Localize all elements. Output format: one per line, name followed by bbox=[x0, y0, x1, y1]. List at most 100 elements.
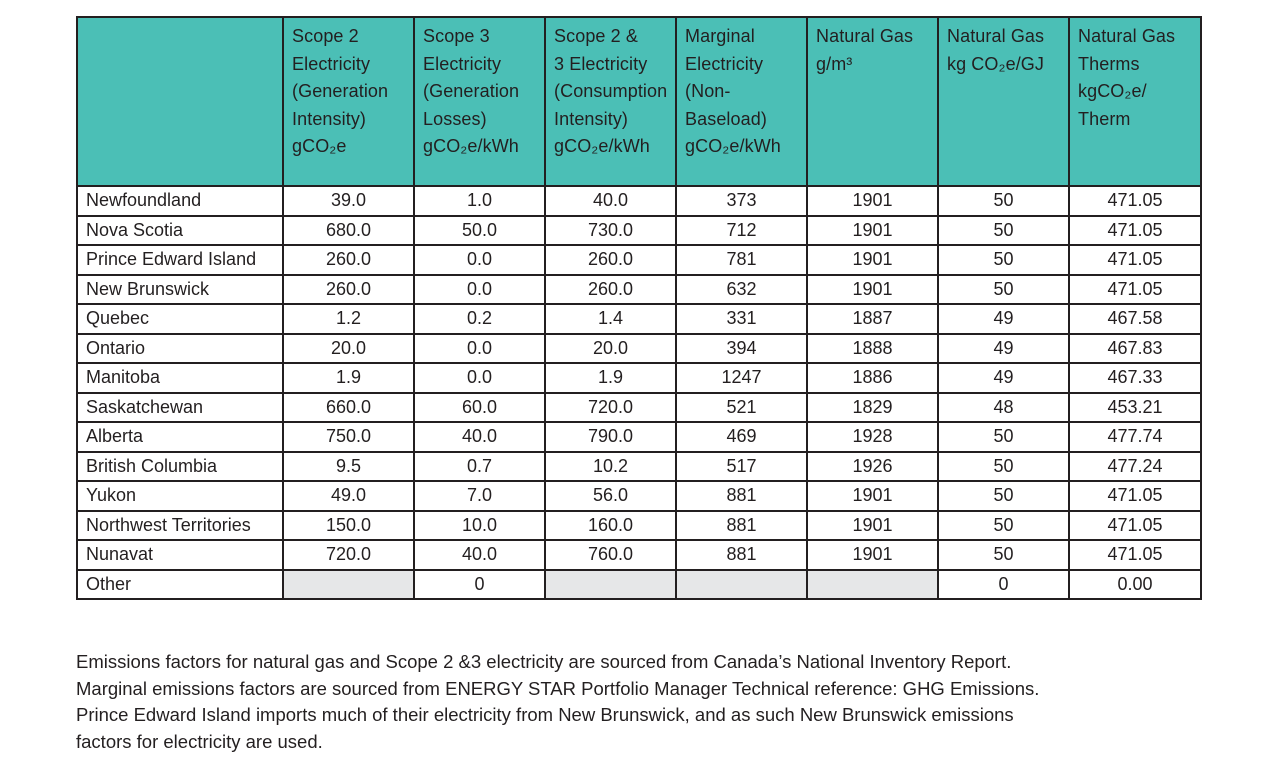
header-scope2-electricity: Scope 2 Electricity (Generation Intensit… bbox=[282, 16, 415, 187]
value-cell-scope3: 60.0 bbox=[413, 391, 546, 423]
value-cell-gas-therms: 471.05 bbox=[1068, 273, 1202, 305]
header-marginal-electricity: Marginal Electricity (Non- Baseload) gCO… bbox=[675, 16, 808, 187]
value-cell-gas-gm3: 1829 bbox=[806, 391, 939, 423]
value-cell-gas-therms: 453.21 bbox=[1068, 391, 1202, 423]
value-cell-gas-therms: 471.05 bbox=[1068, 214, 1202, 246]
value-cell-gas-gm3: 1901 bbox=[806, 244, 939, 276]
value-cell-scope3: 0.0 bbox=[413, 273, 546, 305]
value-cell-marginal: 394 bbox=[675, 332, 808, 364]
value-cell-gas-kg-gj: 50 bbox=[937, 450, 1070, 482]
value-cell-scope2: 720.0 bbox=[282, 539, 415, 571]
value-cell-scope3: 0.2 bbox=[413, 303, 546, 335]
value-cell-scope2: 1.9 bbox=[282, 362, 415, 394]
value-cell-gas-gm3: 1886 bbox=[806, 362, 939, 394]
value-cell-gas-kg-gj: 49 bbox=[937, 303, 1070, 335]
table-row: Prince Edward Island 260.0 0.0 260.0 781 1901… bbox=[76, 244, 1202, 276]
region-cell: Yukon bbox=[76, 480, 284, 512]
emissions-factors-table: Scope 2 Electricity (Generation Intensit… bbox=[76, 16, 1202, 600]
value-cell-scope2-3: 790.0 bbox=[544, 421, 677, 453]
empty-cell-gas-gm3 bbox=[806, 568, 939, 600]
value-cell-marginal: 1247 bbox=[675, 362, 808, 394]
value-cell-marginal: 469 bbox=[675, 421, 808, 453]
value-cell-gas-therms: 471.05 bbox=[1068, 480, 1202, 512]
footnote: Emissions factors for natural gas and Sc… bbox=[76, 649, 1226, 755]
value-cell-marginal: 521 bbox=[675, 391, 808, 423]
value-cell-gas-gm3: 1901 bbox=[806, 480, 939, 512]
value-cell-gas-kg-gj: 50 bbox=[937, 214, 1070, 246]
table-row: Quebec 1.2 0.2 1.4 331 1887 49 467.58 bbox=[76, 303, 1202, 335]
value-cell-gas-kg-gj: 49 bbox=[937, 332, 1070, 364]
table-row: Nunavat 720.0 40.0 760.0 881 1901 50 471.05 bbox=[76, 539, 1202, 571]
value-cell-scope2-3: 20.0 bbox=[544, 332, 677, 364]
empty-cell-scope2-3 bbox=[544, 568, 677, 600]
table-row: British Columbia 9.5 0.7 10.2 517 1926 50 477.2… bbox=[76, 450, 1202, 482]
empty-cell-marginal bbox=[675, 568, 808, 600]
region-cell: Nunavat bbox=[76, 539, 284, 571]
footnote-line: Prince Edward Island imports much of the… bbox=[76, 704, 1014, 725]
value-cell-scope2: 49.0 bbox=[282, 480, 415, 512]
value-cell-scope3: 1.0 bbox=[413, 185, 546, 217]
value-cell-gas-gm3: 1901 bbox=[806, 214, 939, 246]
value-cell-gas-therms: 467.33 bbox=[1068, 362, 1202, 394]
value-cell-scope2-3: 730.0 bbox=[544, 214, 677, 246]
value-cell-scope2-3: 260.0 bbox=[544, 273, 677, 305]
value-cell-gas-kg-gj: 48 bbox=[937, 391, 1070, 423]
value-cell-scope3: 0.0 bbox=[413, 362, 546, 394]
value-cell-scope2: 660.0 bbox=[282, 391, 415, 423]
value-cell-marginal: 881 bbox=[675, 480, 808, 512]
region-cell: Prince Edward Island bbox=[76, 244, 284, 276]
value-cell-scope2-3: 1.9 bbox=[544, 362, 677, 394]
value-cell-gas-therms: 477.74 bbox=[1068, 421, 1202, 453]
table-row: Ontario 20.0 0.0 20.0 394 1888 49 467.83 bbox=[76, 332, 1202, 364]
value-cell-scope2-3: 56.0 bbox=[544, 480, 677, 512]
table-header-row: Scope 2 Electricity (Generation Intensit… bbox=[76, 16, 1202, 187]
value-cell-gas-therms: 471.05 bbox=[1068, 185, 1202, 217]
region-cell: Manitoba bbox=[76, 362, 284, 394]
value-cell-marginal: 373 bbox=[675, 185, 808, 217]
value-cell-gas-kg-gj: 50 bbox=[937, 480, 1070, 512]
value-cell-scope2-3: 760.0 bbox=[544, 539, 677, 571]
region-cell: Other bbox=[76, 568, 284, 600]
region-cell: Newfoundland bbox=[76, 185, 284, 217]
header-natural-gas-gm3: Natural Gas g/m³ bbox=[806, 16, 939, 187]
value-cell-marginal: 712 bbox=[675, 214, 808, 246]
value-cell-gas-therms: 0.00 bbox=[1068, 568, 1202, 600]
value-cell-gas-gm3: 1928 bbox=[806, 421, 939, 453]
value-cell-gas-gm3: 1926 bbox=[806, 450, 939, 482]
value-cell-scope2-3: 10.2 bbox=[544, 450, 677, 482]
table-row: Northwest Territories 150.0 10.0 160.0 881 19… bbox=[76, 509, 1202, 541]
region-cell: New Brunswick bbox=[76, 273, 284, 305]
value-cell-gas-kg-gj: 50 bbox=[937, 509, 1070, 541]
value-cell-scope3: 50.0 bbox=[413, 214, 546, 246]
region-cell: Quebec bbox=[76, 303, 284, 335]
value-cell-gas-gm3: 1887 bbox=[806, 303, 939, 335]
header-natural-gas-therms: Natural Gas Therms kgCO₂e/ Therm bbox=[1068, 16, 1202, 187]
value-cell-scope2: 150.0 bbox=[282, 509, 415, 541]
value-cell-gas-gm3: 1901 bbox=[806, 273, 939, 305]
value-cell-gas-therms: 471.05 bbox=[1068, 244, 1202, 276]
table-body: Newfoundland 39.0 1.0 40.0 373 1901 50 471.05 No… bbox=[76, 185, 1202, 600]
value-cell-scope2: 9.5 bbox=[282, 450, 415, 482]
region-cell: Nova Scotia bbox=[76, 214, 284, 246]
value-cell-scope2: 39.0 bbox=[282, 185, 415, 217]
table-row: Manitoba 1.9 0.0 1.9 1247 1886 49 467.33 bbox=[76, 362, 1202, 394]
region-cell: British Columbia bbox=[76, 450, 284, 482]
header-natural-gas-kg-gj: Natural Gas kg CO₂e/GJ bbox=[937, 16, 1070, 187]
value-cell-scope2: 260.0 bbox=[282, 273, 415, 305]
value-cell-scope3: 10.0 bbox=[413, 509, 546, 541]
value-cell-gas-therms: 471.05 bbox=[1068, 509, 1202, 541]
empty-cell-scope2 bbox=[282, 568, 415, 600]
table-row: Alberta 750.0 40.0 790.0 469 1928 50 477.74 bbox=[76, 421, 1202, 453]
value-cell-marginal: 632 bbox=[675, 273, 808, 305]
value-cell-gas-therms: 477.24 bbox=[1068, 450, 1202, 482]
value-cell-gas-therms: 467.58 bbox=[1068, 303, 1202, 335]
region-cell: Ontario bbox=[76, 332, 284, 364]
value-cell-scope3: 7.0 bbox=[413, 480, 546, 512]
value-cell-gas-kg-gj: 0 bbox=[937, 568, 1070, 600]
value-cell-scope2: 1.2 bbox=[282, 303, 415, 335]
value-cell-scope2: 20.0 bbox=[282, 332, 415, 364]
value-cell-scope3: 0 bbox=[413, 568, 546, 600]
table-row: Other 0 0 0.00 bbox=[76, 568, 1202, 600]
value-cell-gas-kg-gj: 50 bbox=[937, 539, 1070, 571]
value-cell-scope2-3: 260.0 bbox=[544, 244, 677, 276]
